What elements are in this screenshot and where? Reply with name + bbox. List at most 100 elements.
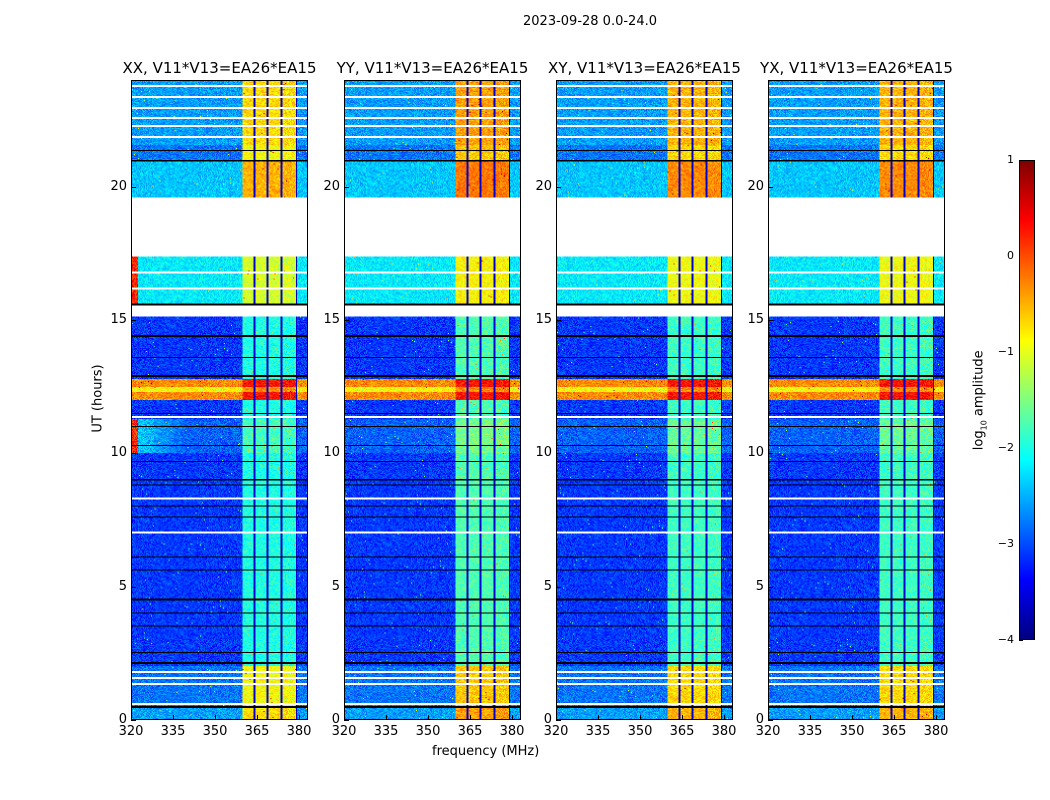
y-tick-mark <box>131 453 136 455</box>
spectrogram-panel <box>768 80 945 720</box>
x-tick-mark <box>344 715 345 720</box>
x-tick-mark <box>470 715 472 720</box>
x-tick-label: 335 <box>160 724 186 739</box>
x-tick-mark <box>428 715 430 720</box>
y-tick-mark <box>131 720 136 721</box>
spectrogram-image <box>132 81 307 719</box>
x-tick-mark <box>131 715 132 720</box>
y-tick-mark <box>768 453 773 455</box>
y-tick-label: 10 <box>535 445 552 461</box>
y-tick-mark <box>344 453 349 455</box>
x-tick-label: 380 <box>499 724 525 739</box>
x-tick-mark <box>936 715 938 720</box>
colorbar <box>1019 160 1035 640</box>
y-tick-mark <box>768 586 773 588</box>
y-tick-mark <box>131 586 136 588</box>
y-tick-label: 5 <box>755 578 764 594</box>
x-tick-mark <box>556 715 557 720</box>
colorbar-tick-label: −3 <box>997 537 1014 550</box>
y-tick-label: 20 <box>747 178 764 194</box>
colorbar-label-main: log <box>971 430 987 451</box>
y-tick-label: 10 <box>110 445 127 461</box>
x-tick-label: 335 <box>797 724 823 739</box>
y-tick-label: 0 <box>118 712 127 727</box>
y-tick-label: 5 <box>331 578 340 594</box>
y-axis-title: UT (hours) <box>90 364 106 433</box>
x-tick-mark <box>768 715 769 720</box>
x-tick-mark <box>512 715 514 720</box>
y-tick-label: 15 <box>110 312 127 327</box>
panel-title: YX, V11*V13=EA26*EA15 <box>760 59 953 77</box>
y-tick-label: 0 <box>543 712 552 727</box>
x-tick-mark <box>299 715 301 720</box>
x-tick-label: 320 <box>543 724 569 739</box>
x-tick-label: 380 <box>711 724 737 739</box>
x-tick-label: 335 <box>585 724 611 739</box>
y-tick-mark <box>131 186 136 188</box>
y-tick-mark <box>344 586 349 588</box>
x-tick-label: 365 <box>457 724 483 739</box>
colorbar-label-rest: amplitude <box>971 350 987 421</box>
x-tick-mark <box>598 715 599 720</box>
figure-title: 2023-09-28 0.0-24.0 <box>523 14 657 29</box>
panel-title: XY, V11*V13=EA26*EA15 <box>548 59 741 77</box>
y-tick-label: 10 <box>747 445 764 461</box>
y-tick-label: 5 <box>543 578 552 594</box>
spectrogram-image <box>557 81 732 719</box>
x-tick-label: 320 <box>118 724 144 739</box>
y-tick-mark <box>768 720 773 721</box>
x-tick-label: 350 <box>202 724 228 739</box>
colorbar-tick-label: −4 <box>997 633 1014 646</box>
colorbar-tick-mark <box>1019 640 1023 641</box>
y-tick-mark <box>768 186 773 188</box>
x-tick-mark <box>810 715 811 720</box>
y-tick-mark <box>131 320 136 321</box>
y-tick-label: 0 <box>331 712 340 727</box>
y-tick-label: 5 <box>118 578 127 594</box>
x-tick-label: 350 <box>839 724 865 739</box>
x-tick-label: 350 <box>627 724 653 739</box>
x-tick-label: 350 <box>415 724 441 739</box>
colorbar-tick-label: −1 <box>997 345 1014 358</box>
y-tick-label: 20 <box>323 178 340 194</box>
x-tick-mark <box>894 715 896 720</box>
x-tick-mark <box>724 715 726 720</box>
y-tick-mark <box>556 720 561 721</box>
y-tick-label: 15 <box>535 312 552 327</box>
y-tick-mark <box>556 453 561 455</box>
colorbar-label: log10 amplitude <box>972 350 989 450</box>
x-tick-label: 365 <box>244 724 270 739</box>
x-tick-mark <box>257 715 259 720</box>
y-tick-mark <box>344 320 349 321</box>
colorbar-tick-label: −2 <box>997 441 1014 454</box>
y-tick-mark <box>556 320 561 321</box>
y-tick-label: 15 <box>323 312 340 327</box>
y-tick-mark <box>344 186 349 188</box>
x-tick-label: 320 <box>331 724 357 739</box>
y-tick-mark <box>556 186 561 188</box>
x-tick-mark <box>386 715 387 720</box>
spectrogram-image <box>345 81 520 719</box>
x-axis-title: frequency (MHz) <box>432 744 540 759</box>
x-tick-label: 380 <box>923 724 949 739</box>
x-tick-mark <box>852 715 854 720</box>
x-tick-label: 335 <box>373 724 399 739</box>
y-tick-label: 20 <box>110 178 127 194</box>
panel-title: YY, V11*V13=EA26*EA15 <box>336 59 529 77</box>
spectrogram-panel <box>344 80 521 720</box>
y-tick-label: 10 <box>323 445 340 461</box>
y-tick-mark <box>556 586 561 588</box>
x-tick-mark <box>640 715 642 720</box>
x-tick-label: 320 <box>755 724 781 739</box>
y-tick-label: 0 <box>755 712 764 727</box>
x-tick-mark <box>682 715 684 720</box>
colorbar-label-sub: 10 <box>979 420 989 431</box>
y-tick-mark <box>344 720 349 721</box>
y-tick-label: 15 <box>747 312 764 327</box>
colorbar-tick-label: 1 <box>1007 153 1014 166</box>
panel-title: XX, V11*V13=EA26*EA15 <box>122 59 317 77</box>
x-tick-label: 380 <box>286 724 312 739</box>
x-tick-mark <box>173 715 174 720</box>
spectrogram-image <box>769 81 944 719</box>
spectrogram-panel <box>556 80 733 720</box>
